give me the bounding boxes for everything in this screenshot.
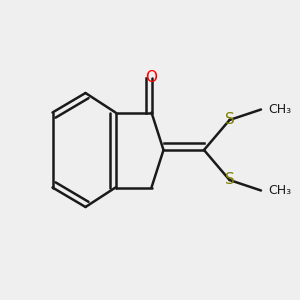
Text: S: S <box>225 112 234 128</box>
Text: O: O <box>146 70 158 86</box>
Text: CH₃: CH₃ <box>268 103 292 116</box>
Text: S: S <box>225 172 234 188</box>
Text: CH₃: CH₃ <box>268 184 292 197</box>
